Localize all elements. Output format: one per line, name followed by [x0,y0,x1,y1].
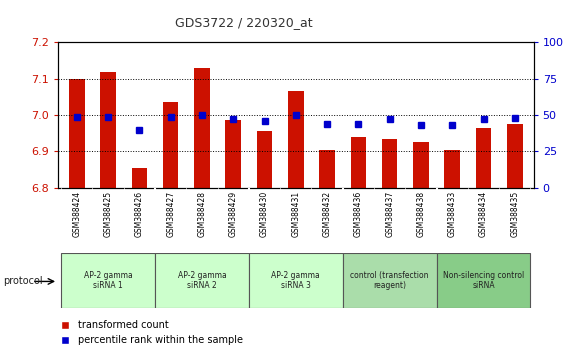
Bar [155,253,249,308]
Text: GSM388432: GSM388432 [322,191,332,237]
Bar [288,91,303,188]
Bar [343,253,437,308]
Bar [413,142,429,188]
Bar [350,137,366,188]
Text: Non-silencing control
siRNA: Non-silencing control siRNA [443,271,524,290]
Text: GSM388436: GSM388436 [354,191,363,237]
Text: GSM388425: GSM388425 [104,191,113,237]
Bar [61,253,155,308]
Bar [100,72,116,188]
Text: GSM388433: GSM388433 [448,191,456,237]
Text: protocol: protocol [3,276,42,286]
Text: AP-2 gamma
siRNA 3: AP-2 gamma siRNA 3 [271,271,320,290]
Bar [437,253,531,308]
Text: GSM388427: GSM388427 [166,191,175,237]
Text: GSM388435: GSM388435 [510,191,519,237]
Bar [194,68,210,188]
Text: GSM388431: GSM388431 [291,191,300,237]
Text: AP-2 gamma
siRNA 2: AP-2 gamma siRNA 2 [177,271,226,290]
Text: GSM388434: GSM388434 [479,191,488,237]
Bar [163,102,179,188]
Bar [249,253,343,308]
Bar [476,128,491,188]
Text: GSM388426: GSM388426 [135,191,144,237]
Bar [382,139,397,188]
Text: control (transfection
reagent): control (transfection reagent) [350,271,429,290]
Text: AP-2 gamma
siRNA 1: AP-2 gamma siRNA 1 [84,271,132,290]
Legend: transformed count, percentile rank within the sample: transformed count, percentile rank withi… [51,316,246,349]
Bar [319,149,335,188]
Bar [132,168,147,188]
Text: GSM388430: GSM388430 [260,191,269,237]
Text: GSM388437: GSM388437 [385,191,394,237]
Bar [69,79,85,188]
Bar [444,149,460,188]
Text: GSM388424: GSM388424 [72,191,81,237]
Text: GSM388438: GSM388438 [416,191,426,237]
Bar [257,131,273,188]
Text: GSM388428: GSM388428 [197,191,206,237]
Text: GSM388429: GSM388429 [229,191,238,237]
Bar [507,124,523,188]
Text: GDS3722 / 220320_at: GDS3722 / 220320_at [175,16,313,29]
Bar [226,120,241,188]
